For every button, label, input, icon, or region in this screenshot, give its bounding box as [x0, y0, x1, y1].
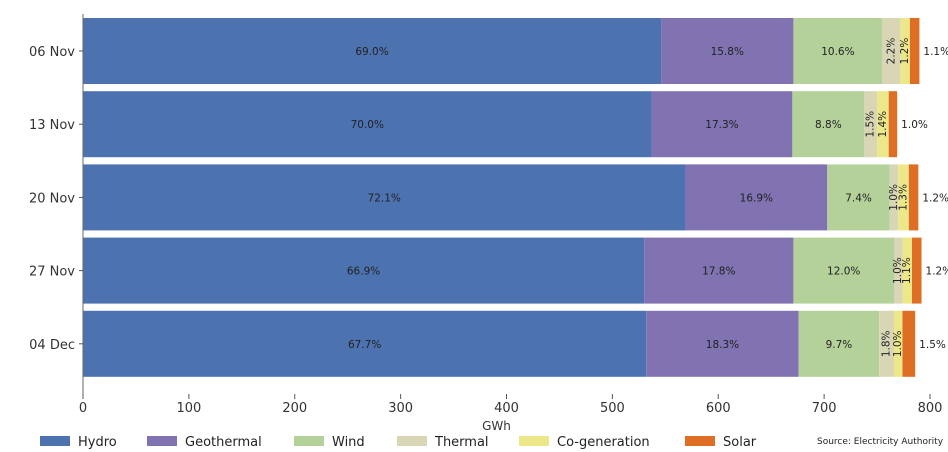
legend: Hydro Geothermal Wind Thermal Co-generation S… [40, 435, 757, 450]
bar-segment [879, 310, 895, 377]
x-tick-label: 0 [79, 401, 87, 416]
bar-segment [889, 164, 899, 231]
bar-value-label: 1.3% [898, 184, 910, 211]
legend-swatch [519, 436, 549, 446]
bar-value-label: 9.7% [826, 339, 853, 351]
x-tick-label: 300 [388, 401, 413, 416]
bar-segment [644, 237, 794, 304]
bar-segment [864, 91, 878, 158]
bar-segment [894, 237, 903, 304]
bar-segment [793, 237, 895, 304]
x-tick-label: 500 [600, 401, 625, 416]
legend-label: Solar [723, 435, 757, 450]
y-tick-label: 27 Nov [29, 265, 75, 280]
legend-label: Thermal [434, 435, 489, 450]
bar-segment [888, 91, 898, 158]
x-axis: 0 100 200 300 400 500 600 700 800 [79, 394, 943, 416]
x-tick-label: 400 [494, 401, 519, 416]
bar-value-label: 1.2% [926, 266, 948, 278]
bar-segment [83, 18, 662, 84]
bar-value-label: 12.0% [827, 266, 860, 278]
x-tick-label: 800 [918, 401, 943, 416]
bar-value-label: 1.1% [923, 46, 948, 58]
bar-segment [898, 164, 909, 231]
bar-segment [83, 310, 647, 377]
bar-value-label: 67.7% [348, 339, 381, 351]
bar-value-label: 8.8% [815, 119, 842, 131]
y-tick-label: 04 Dec [29, 338, 75, 353]
legend-swatch [147, 436, 177, 446]
bar-segment [894, 310, 903, 377]
bar-value-label: 2.2% [885, 38, 897, 65]
bar-value-label: 72.1% [368, 192, 401, 204]
bar-value-label: 70.0% [351, 119, 384, 131]
bar-value-label: 1.5% [919, 339, 946, 351]
bar-segment [83, 237, 645, 304]
bar-value-label: 1.1% [901, 257, 913, 284]
bar-segment [912, 237, 922, 304]
bar-segment [685, 164, 828, 231]
y-tick-label: 13 Nov [29, 118, 75, 133]
bar-segment [793, 18, 883, 84]
bar-value-label: 1.8% [881, 330, 893, 357]
bar-value-label: 18.3% [706, 339, 739, 351]
legend-swatch [40, 436, 70, 446]
legend-swatch [685, 436, 715, 446]
bar-value-label: 1.0% [892, 257, 904, 284]
bar-value-label: 1.0% [892, 330, 904, 357]
bar-segment [882, 18, 901, 84]
bar-value-label: 1.0% [888, 184, 900, 211]
x-tick-label: 700 [812, 401, 837, 416]
bar-value-label: 17.8% [702, 266, 735, 278]
bar-value-label: 10.6% [821, 46, 854, 58]
bar-segment [646, 310, 799, 377]
x-tick-label: 600 [706, 401, 731, 416]
bar-value-label: 1.2% [899, 38, 911, 65]
bar-value-label: 1.2% [922, 192, 948, 204]
bar-value-label: 66.9% [347, 266, 380, 278]
bar-segment [900, 18, 910, 84]
bar-value-label: 1.5% [865, 111, 877, 138]
y-tick-label: 20 Nov [29, 191, 75, 206]
x-tick-label: 100 [176, 401, 201, 416]
bar-segment [877, 91, 889, 158]
bars-group: 69.0% 15.8% 10.6% 2.2% 1.2% 1.1%70.0% 17.3% 8.8… [83, 18, 948, 377]
bar-segment [798, 310, 880, 377]
bar-value-label: 16.9% [740, 192, 773, 204]
bar-segment [827, 164, 890, 231]
bar-value-label: 1.4% [877, 111, 889, 138]
y-tick-label: 06 Nov [29, 45, 75, 60]
bar-value-label: 1.0% [901, 119, 928, 131]
legend-swatch [397, 436, 427, 446]
legend-label: Hydro [78, 435, 117, 450]
bar-segment [83, 164, 686, 231]
bar-value-label: 15.8% [711, 46, 744, 58]
source-note: Source: Electricity Authority [817, 437, 944, 447]
bar-segment [792, 91, 865, 158]
legend-label: Geothermal [185, 435, 262, 450]
bar-segment [908, 164, 919, 231]
bar-segment [651, 91, 793, 158]
bar-segment [902, 237, 913, 304]
bar-segment [661, 18, 794, 84]
bar-value-label: 7.4% [845, 192, 872, 204]
x-axis-title: GWh [482, 419, 511, 433]
bar-segment [83, 91, 652, 158]
bar-segment [902, 310, 916, 377]
x-tick-label: 200 [282, 401, 307, 416]
bar-value-label: 69.0% [355, 46, 388, 58]
bar-segment [909, 18, 920, 84]
legend-swatch [294, 436, 324, 446]
legend-label: Wind [332, 435, 365, 450]
y-axis: 06 Nov 13 Nov 20 Nov 27 Nov 04 Dec [29, 14, 84, 394]
bar-value-label: 17.3% [705, 119, 738, 131]
legend-label: Co-generation [557, 435, 650, 450]
